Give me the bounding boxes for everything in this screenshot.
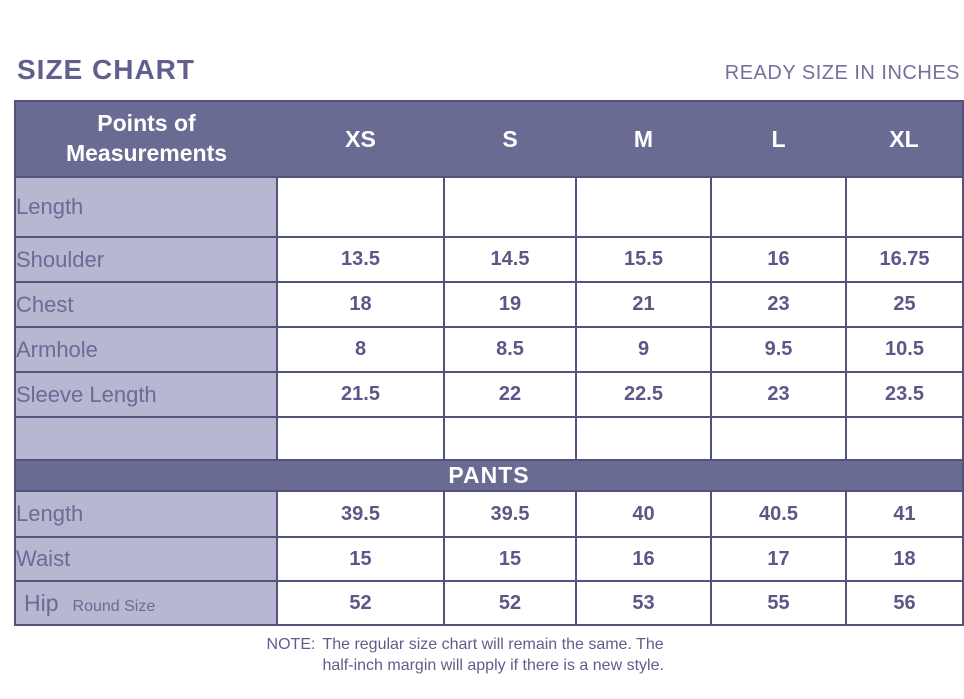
- table-row: Length 39.5 39.5 40 40.5 41: [14, 490, 964, 538]
- value-cell: 22: [443, 371, 577, 418]
- row-label-cell: Armhole: [14, 326, 278, 373]
- footnote-text: The regular size chart will remain the s…: [322, 636, 664, 675]
- value-cell: [845, 416, 964, 461]
- size-header-cell: XS: [277, 101, 444, 177]
- value-cell: 25: [845, 281, 964, 328]
- value-cell: 16: [710, 236, 847, 283]
- table-row: Length: [14, 176, 964, 238]
- table-row: Shoulder 13.5 14.5 15.5 16 16.75: [14, 236, 964, 283]
- table-row: Hip Round Size 52 52 53 55 56: [14, 580, 964, 626]
- value-cell: 17: [710, 536, 847, 582]
- row-label: Hip: [24, 589, 59, 616]
- row-label-cell: Length: [14, 490, 278, 538]
- row-label-cell: Hip Round Size: [14, 580, 278, 626]
- value-cell: 39.5: [276, 490, 445, 538]
- value-cell: 8: [276, 326, 445, 373]
- table-row: Armhole 8 8.5 9 9.5 10.5: [14, 326, 964, 373]
- size-header-cell: XL: [846, 101, 963, 177]
- value-cell: [276, 416, 445, 461]
- value-cell: 23: [710, 371, 847, 418]
- value-cell: 23: [710, 281, 847, 328]
- value-cell: 9.5: [710, 326, 847, 373]
- value-cell: 14.5: [443, 236, 577, 283]
- row-label-cell: Sleeve Length: [14, 371, 278, 418]
- table-row: Sleeve Length 21.5 22 22.5 23 23.5: [14, 371, 964, 418]
- value-cell: [443, 176, 577, 238]
- footnote: NOTE: The regular size chart will remain…: [0, 634, 964, 676]
- size-chart-table: Points of Measurements XS S M L XL Length Sho…: [14, 100, 964, 626]
- row-label-cell: Waist: [14, 536, 278, 582]
- value-cell: [710, 416, 847, 461]
- value-cell: 40: [575, 490, 712, 538]
- value-cell: 21: [575, 281, 712, 328]
- value-cell: 18: [276, 281, 445, 328]
- value-cell: 16: [575, 536, 712, 582]
- size-header-cell: L: [711, 101, 846, 177]
- value-cell: 56: [845, 580, 964, 626]
- value-cell: 18: [845, 536, 964, 582]
- value-cell: 52: [443, 580, 577, 626]
- value-cell: 15.5: [575, 236, 712, 283]
- row-label-cell: Length: [14, 176, 278, 238]
- row-label-cell: [14, 416, 278, 461]
- page-header: SIZE CHART READY SIZE IN INCHES: [17, 54, 960, 86]
- page-title: SIZE CHART: [17, 54, 195, 85]
- value-cell: 41: [845, 490, 964, 538]
- value-cell: [276, 176, 445, 238]
- value-cell: 19: [443, 281, 577, 328]
- row-sublabel: Round Size: [72, 597, 156, 615]
- value-cell: 40.5: [710, 490, 847, 538]
- footnote-prefix: NOTE:: [266, 636, 316, 653]
- row-label-cell: Shoulder: [14, 236, 278, 283]
- pants-section-label: PANTS: [15, 460, 963, 491]
- value-cell: 53: [575, 580, 712, 626]
- value-cell: 22.5: [575, 371, 712, 418]
- value-cell: 9: [575, 326, 712, 373]
- value-cell: [710, 176, 847, 238]
- value-cell: 15: [443, 536, 577, 582]
- value-cell: 21.5: [276, 371, 445, 418]
- value-cell: [575, 416, 712, 461]
- table-row: [14, 416, 964, 461]
- value-cell: 10.5: [845, 326, 964, 373]
- value-cell: [845, 176, 964, 238]
- value-cell: 16.75: [845, 236, 964, 283]
- table-row: Waist 15 15 16 17 18: [14, 536, 964, 582]
- value-cell: [443, 416, 577, 461]
- table-header-row: Points of Measurements XS S M L XL: [15, 101, 963, 177]
- value-cell: 39.5: [443, 490, 577, 538]
- size-header-cell: M: [576, 101, 711, 177]
- value-cell: 52: [276, 580, 445, 626]
- corner-header-cell: Points of Measurements: [15, 101, 277, 177]
- value-cell: 8.5: [443, 326, 577, 373]
- value-cell: 23.5: [845, 371, 964, 418]
- value-cell: [575, 176, 712, 238]
- size-header-cell: S: [444, 101, 576, 177]
- pants-section-row: PANTS: [15, 460, 963, 491]
- table-row: Chest 18 19 21 23 25: [14, 281, 964, 328]
- row-label-cell: Chest: [14, 281, 278, 328]
- value-cell: 15: [276, 536, 445, 582]
- value-cell: 55: [710, 580, 847, 626]
- value-cell: 13.5: [276, 236, 445, 283]
- units-label: READY SIZE IN INCHES: [724, 62, 960, 84]
